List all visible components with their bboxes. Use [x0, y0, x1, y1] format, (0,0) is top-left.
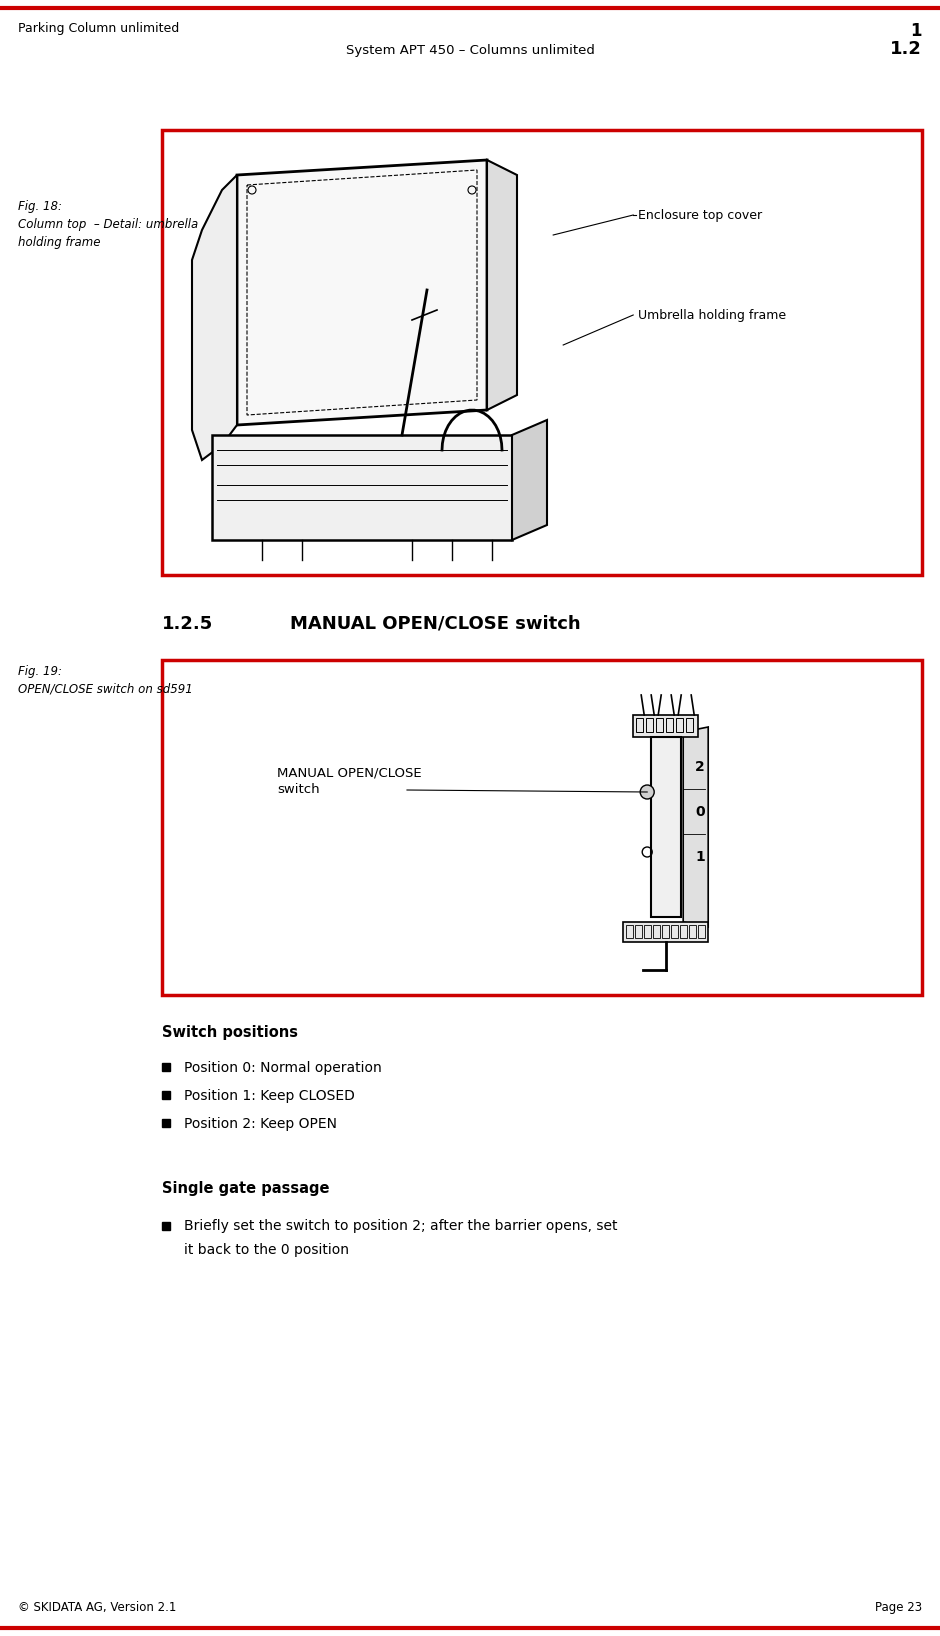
- Bar: [212, 435, 512, 540]
- Text: Column top  – Detail: umbrella: Column top – Detail: umbrella: [18, 218, 198, 231]
- Text: 1: 1: [911, 21, 922, 39]
- Bar: [626, 924, 634, 937]
- Text: 1.2: 1.2: [890, 39, 922, 57]
- Text: Parking Column unlimited: Parking Column unlimited: [18, 21, 180, 34]
- Bar: [698, 924, 705, 937]
- Bar: [162, 1063, 170, 1072]
- Bar: [162, 1091, 170, 1099]
- Bar: [623, 923, 708, 942]
- Bar: [681, 924, 687, 937]
- Polygon shape: [683, 726, 708, 928]
- Bar: [646, 718, 653, 731]
- Text: System APT 450 – Columns unlimited: System APT 450 – Columns unlimited: [346, 44, 594, 57]
- Polygon shape: [487, 160, 517, 411]
- Bar: [671, 924, 678, 937]
- Text: switch: switch: [277, 784, 320, 797]
- Polygon shape: [192, 175, 237, 460]
- Bar: [651, 736, 682, 918]
- Circle shape: [640, 785, 654, 798]
- Polygon shape: [237, 160, 487, 425]
- Text: 2: 2: [696, 761, 705, 774]
- Text: Briefly set the switch to position 2; after the barrier opens, set: Briefly set the switch to position 2; af…: [184, 1219, 618, 1234]
- Text: Umbrella holding frame: Umbrella holding frame: [638, 309, 787, 322]
- Text: Position 0: Normal operation: Position 0: Normal operation: [184, 1062, 382, 1075]
- Text: MANUAL OPEN/CLOSE: MANUAL OPEN/CLOSE: [277, 767, 422, 780]
- Bar: [162, 1222, 170, 1230]
- Text: MANUAL OPEN/CLOSE switch: MANUAL OPEN/CLOSE switch: [290, 615, 581, 633]
- Bar: [666, 718, 673, 731]
- Bar: [635, 924, 642, 937]
- Text: it back to the 0 position: it back to the 0 position: [184, 1243, 349, 1256]
- Bar: [644, 924, 651, 937]
- Bar: [676, 718, 683, 731]
- Text: Position 1: Keep CLOSED: Position 1: Keep CLOSED: [184, 1090, 355, 1103]
- Bar: [656, 718, 664, 731]
- Text: Fig. 18:: Fig. 18:: [18, 200, 62, 213]
- Bar: [686, 718, 693, 731]
- Bar: [162, 129, 922, 574]
- Text: holding frame: holding frame: [18, 236, 101, 249]
- Bar: [689, 924, 697, 937]
- Text: 1: 1: [696, 851, 705, 864]
- Text: 1.2.5: 1.2.5: [162, 615, 213, 633]
- Text: Page 23: Page 23: [875, 1602, 922, 1615]
- Text: Switch positions: Switch positions: [162, 1026, 298, 1040]
- Text: © SKIDATA AG, Version 2.1: © SKIDATA AG, Version 2.1: [18, 1602, 177, 1615]
- Text: Enclosure top cover: Enclosure top cover: [638, 208, 762, 221]
- Bar: [162, 659, 922, 995]
- Bar: [653, 924, 660, 937]
- Text: Single gate passage: Single gate passage: [162, 1181, 330, 1196]
- Text: Fig. 19:: Fig. 19:: [18, 664, 62, 677]
- Text: 0: 0: [696, 805, 705, 820]
- Bar: [636, 718, 643, 731]
- Bar: [634, 715, 698, 736]
- Text: OPEN/CLOSE switch on sd591: OPEN/CLOSE switch on sd591: [18, 682, 193, 695]
- Bar: [662, 924, 669, 937]
- Bar: [162, 1119, 170, 1127]
- Polygon shape: [512, 420, 547, 540]
- Text: Position 2: Keep OPEN: Position 2: Keep OPEN: [184, 1117, 337, 1130]
